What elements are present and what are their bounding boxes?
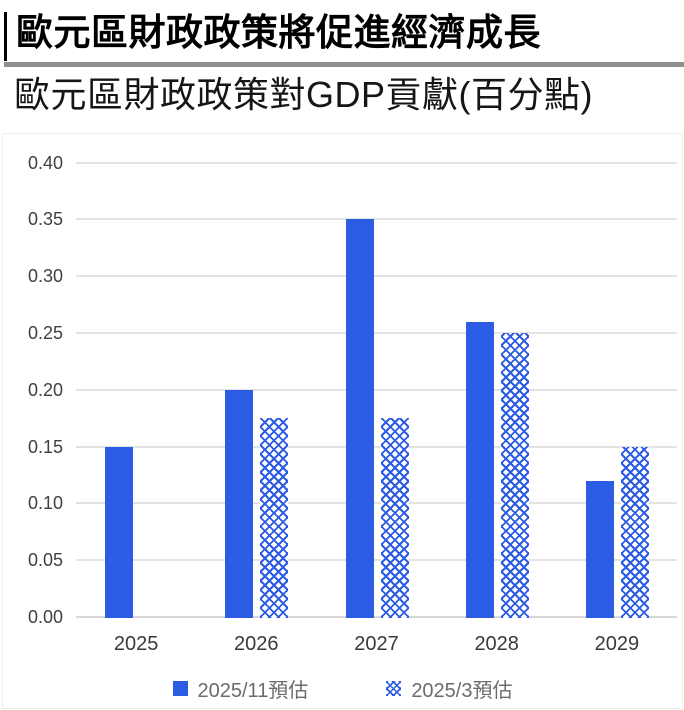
x-axis-label-2029: 2029	[594, 633, 640, 655]
y-axis-tick-label: 0.00	[27, 607, 63, 627]
y-axis-tick-label: 0.20	[27, 379, 63, 400]
y-axis-tick-label: 0.25	[27, 322, 63, 343]
gridline-0.25	[76, 331, 677, 334]
bar-2027-pattern	[380, 418, 409, 618]
x-axis-label-2026: 2026	[234, 633, 279, 655]
legend-label-solid: 2025/11預估	[197, 680, 309, 702]
bar-2027-solid	[345, 219, 374, 618]
y-axis-tick-label: 0.40	[27, 152, 63, 173]
x-axis-label-2025: 2025	[113, 633, 159, 655]
gridline-0.20	[76, 388, 677, 391]
bar-2028-solid	[465, 321, 494, 618]
title-divider	[4, 62, 684, 67]
legend-item-pattern: 2025/3預估	[386, 674, 512, 703]
chart-panel: 0.00 0.05 0.10 0.15 0.20 0.25 0.30 0.35 0.40 2025…	[2, 133, 683, 709]
gridline-0.35	[76, 218, 677, 221]
bar-2029-solid	[585, 480, 614, 618]
legend-solid-square-icon	[172, 681, 188, 696]
gridline-0.00	[76, 616, 677, 618]
gridline-0.15	[76, 445, 677, 448]
legend-pattern-square-icon	[386, 681, 402, 696]
legend-item-solid: 2025/11預估	[172, 674, 309, 703]
y-axis-tick-label: 0.35	[27, 209, 63, 230]
gridline-0.40	[76, 161, 677, 164]
bar-2025-solid	[105, 446, 134, 618]
bar-2029-pattern	[620, 446, 649, 618]
x-axis-label-2028: 2028	[474, 633, 519, 655]
chart-title: 歐元區財政政策對GDP貢獻(百分點)	[14, 74, 593, 115]
gridline-0.10	[76, 502, 677, 505]
y-axis-tick-label: 0.15	[27, 436, 63, 457]
bar-2028-pattern	[500, 332, 529, 618]
bar-2026-pattern	[260, 418, 289, 618]
page-title: 歐元區財政政策將促進經濟成長	[16, 12, 541, 53]
title-left-tick	[4, 12, 7, 61]
legend-label-pattern: 2025/3預估	[411, 680, 513, 702]
chart-legend: 2025/11預估 2025/3預估	[3, 674, 682, 703]
y-axis-tick-label: 0.05	[27, 550, 63, 571]
y-axis-tick-label: 0.30	[27, 266, 63, 287]
gridline-0.05	[76, 559, 677, 562]
y-axis-tick-label: 0.10	[27, 493, 63, 514]
bar-2026-solid	[225, 389, 254, 618]
x-axis-label-2027: 2027	[354, 633, 399, 655]
gridline-0.30	[76, 275, 677, 278]
